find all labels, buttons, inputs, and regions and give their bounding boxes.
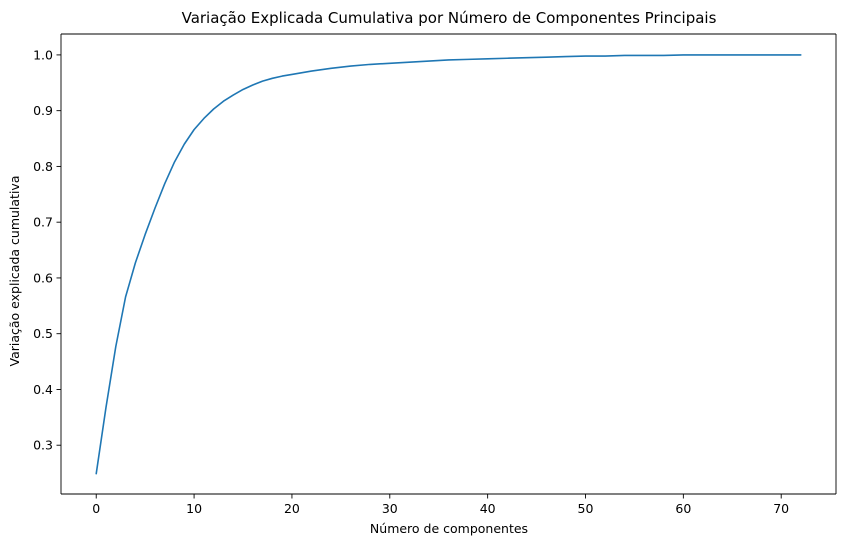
x-axis-label: Número de componentes (370, 521, 528, 536)
x-tick-label: 20 (284, 501, 300, 516)
y-tick-label: 0.7 (33, 215, 53, 230)
y-tick-label: 0.8 (33, 159, 53, 174)
x-tick-label: 40 (480, 501, 496, 516)
y-tick-label: 1.0 (33, 47, 53, 62)
plot-area: 0 10 20 30 40 50 60 70 0.3 0.4 0.5 0.6 0.7 0.8 0.9 1.0 (33, 33, 837, 516)
series-line-0 (95, 54, 802, 475)
y-tick-label: 0.4 (33, 382, 53, 397)
chart-title: Variação Explicada Cumulativa por Número… (182, 9, 717, 27)
y-axis-label: Variação explicada cumulativa (7, 176, 22, 367)
y-tick-label: 0.6 (33, 270, 53, 285)
y-tick-label: 0.5 (33, 326, 53, 341)
y-tick-label: 0.9 (33, 103, 53, 118)
x-tick-label: 10 (186, 501, 202, 516)
y-tick-label: 0.3 (33, 438, 53, 453)
x-tick-label: 50 (578, 501, 594, 516)
x-tick-label: 0 (92, 501, 100, 516)
x-tick-label: 70 (773, 501, 789, 516)
x-tick-label: 60 (675, 501, 691, 516)
x-tick-label: 30 (382, 501, 398, 516)
